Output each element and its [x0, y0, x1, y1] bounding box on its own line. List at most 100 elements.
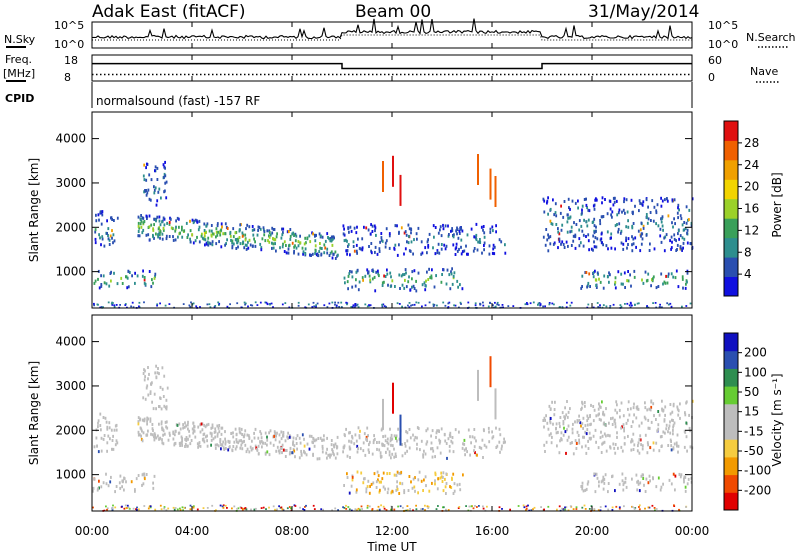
- scatter-dot: [225, 242, 227, 246]
- scatter-dot: [660, 435, 663, 438]
- scatter-dot: [244, 443, 247, 447]
- scatter-dot: [242, 435, 245, 439]
- scatter-dot: [667, 272, 670, 276]
- scatter-dot: [594, 269, 596, 273]
- scatter-dot: [332, 252, 335, 256]
- scatter-dot: [683, 221, 686, 224]
- scatter-dot: [226, 227, 229, 230]
- scatter-dot: [396, 224, 398, 228]
- scatter-dot: [354, 433, 357, 437]
- scatter-dot: [432, 305, 435, 307]
- scatter-dot: [614, 280, 617, 284]
- noise-tick-right-low: 10^0: [708, 38, 738, 51]
- scatter-dot: [630, 448, 633, 452]
- scatter-dot: [376, 447, 378, 451]
- scatter-dot: [293, 233, 296, 237]
- scatter-dot: [526, 302, 528, 304]
- scatter-dot: [151, 427, 154, 431]
- scatter-dot: [299, 441, 302, 445]
- scatter-dot: [292, 231, 295, 235]
- scatter-dot: [553, 408, 556, 411]
- scatter-dot: [612, 203, 615, 207]
- scatter-dot: [404, 268, 407, 272]
- scatter-dot: [250, 508, 252, 511]
- scatter-dot: [147, 233, 150, 237]
- scatter-dot: [274, 238, 277, 242]
- scatter-dot: [584, 488, 587, 492]
- scatter-dot: [390, 275, 392, 279]
- scatter-dot: [638, 504, 641, 507]
- scatter-dot: [624, 476, 627, 480]
- scatter-dot: [586, 224, 589, 228]
- scatter-dot: [354, 284, 357, 288]
- scatter-dot: [240, 443, 243, 447]
- scatter-dot: [547, 233, 549, 237]
- scatter-dot: [210, 233, 213, 237]
- scatter-dot: [181, 437, 183, 441]
- scatter-dot: [436, 446, 439, 450]
- scatter-dot: [647, 481, 650, 485]
- scatter-dot: [626, 302, 629, 305]
- scatter-dot: [214, 430, 217, 434]
- scatter-dot: [470, 505, 473, 508]
- scatter-dot: [181, 506, 184, 509]
- scatter-dot: [162, 429, 165, 433]
- scatter-dot: [605, 423, 607, 427]
- scatter-dot: [259, 440, 261, 444]
- scatter-dot: [95, 213, 97, 217]
- scatter-dot: [157, 235, 159, 239]
- scatter-dot: [667, 426, 670, 430]
- scatter-dot: [497, 304, 500, 306]
- scatter-dot: [666, 199, 669, 203]
- scatter-dot: [190, 301, 192, 304]
- scatter-dot: [355, 249, 358, 253]
- scatter-dot: [382, 505, 385, 508]
- scatter-streak: [477, 154, 479, 185]
- scatter-dot: [415, 279, 417, 283]
- scatter-dot: [131, 274, 133, 278]
- scatter-dot: [281, 508, 284, 511]
- scatter-dot: [361, 508, 363, 510]
- scatter-dot: [320, 234, 322, 238]
- scatter-dot: [450, 229, 452, 233]
- scatter-dot: [655, 418, 657, 421]
- scatter-dot: [163, 432, 166, 436]
- scatter-dot: [611, 506, 614, 509]
- freq-tick-low: 8: [64, 71, 71, 84]
- scatter-dot: [266, 450, 269, 454]
- scatter-dot: [284, 449, 287, 452]
- scatter-dot: [478, 445, 481, 449]
- scatter-dot: [119, 304, 121, 306]
- scatter-dot: [622, 208, 625, 212]
- scatter-dot: [618, 507, 621, 510]
- scatter-dot: [581, 422, 584, 426]
- scatter-dot: [377, 478, 379, 482]
- scatter-dot: [640, 234, 642, 238]
- scatter-dot: [313, 305, 316, 308]
- scatter-dot: [639, 228, 642, 232]
- scatter-dot: [304, 251, 307, 255]
- scatter-dot: [183, 425, 186, 429]
- scatter-dot: [161, 220, 163, 224]
- colorbar-swatch: [724, 159, 738, 180]
- scatter-dot: [149, 505, 152, 508]
- scatter-dot: [143, 220, 146, 223]
- y-tick-label: 3000: [55, 176, 86, 190]
- scatter-dot: [285, 251, 288, 255]
- scatter-dot: [410, 240, 413, 244]
- scatter-dot: [266, 229, 269, 233]
- scatter-dot: [439, 439, 442, 443]
- scatter-dot: [257, 452, 260, 456]
- scatter-dot: [337, 301, 340, 304]
- scatter-dot: [361, 276, 364, 280]
- scatter-dot: [664, 198, 666, 202]
- scatter-dot: [641, 278, 643, 282]
- scatter-dot: [632, 406, 635, 410]
- scatter-dot: [366, 504, 369, 507]
- scatter-dot: [581, 406, 583, 410]
- scatter-dot: [145, 193, 148, 197]
- scatter-dot: [454, 253, 457, 256]
- scatter-dot: [649, 479, 651, 483]
- scatter-dot: [593, 207, 596, 211]
- scatter-dot: [542, 419, 545, 422]
